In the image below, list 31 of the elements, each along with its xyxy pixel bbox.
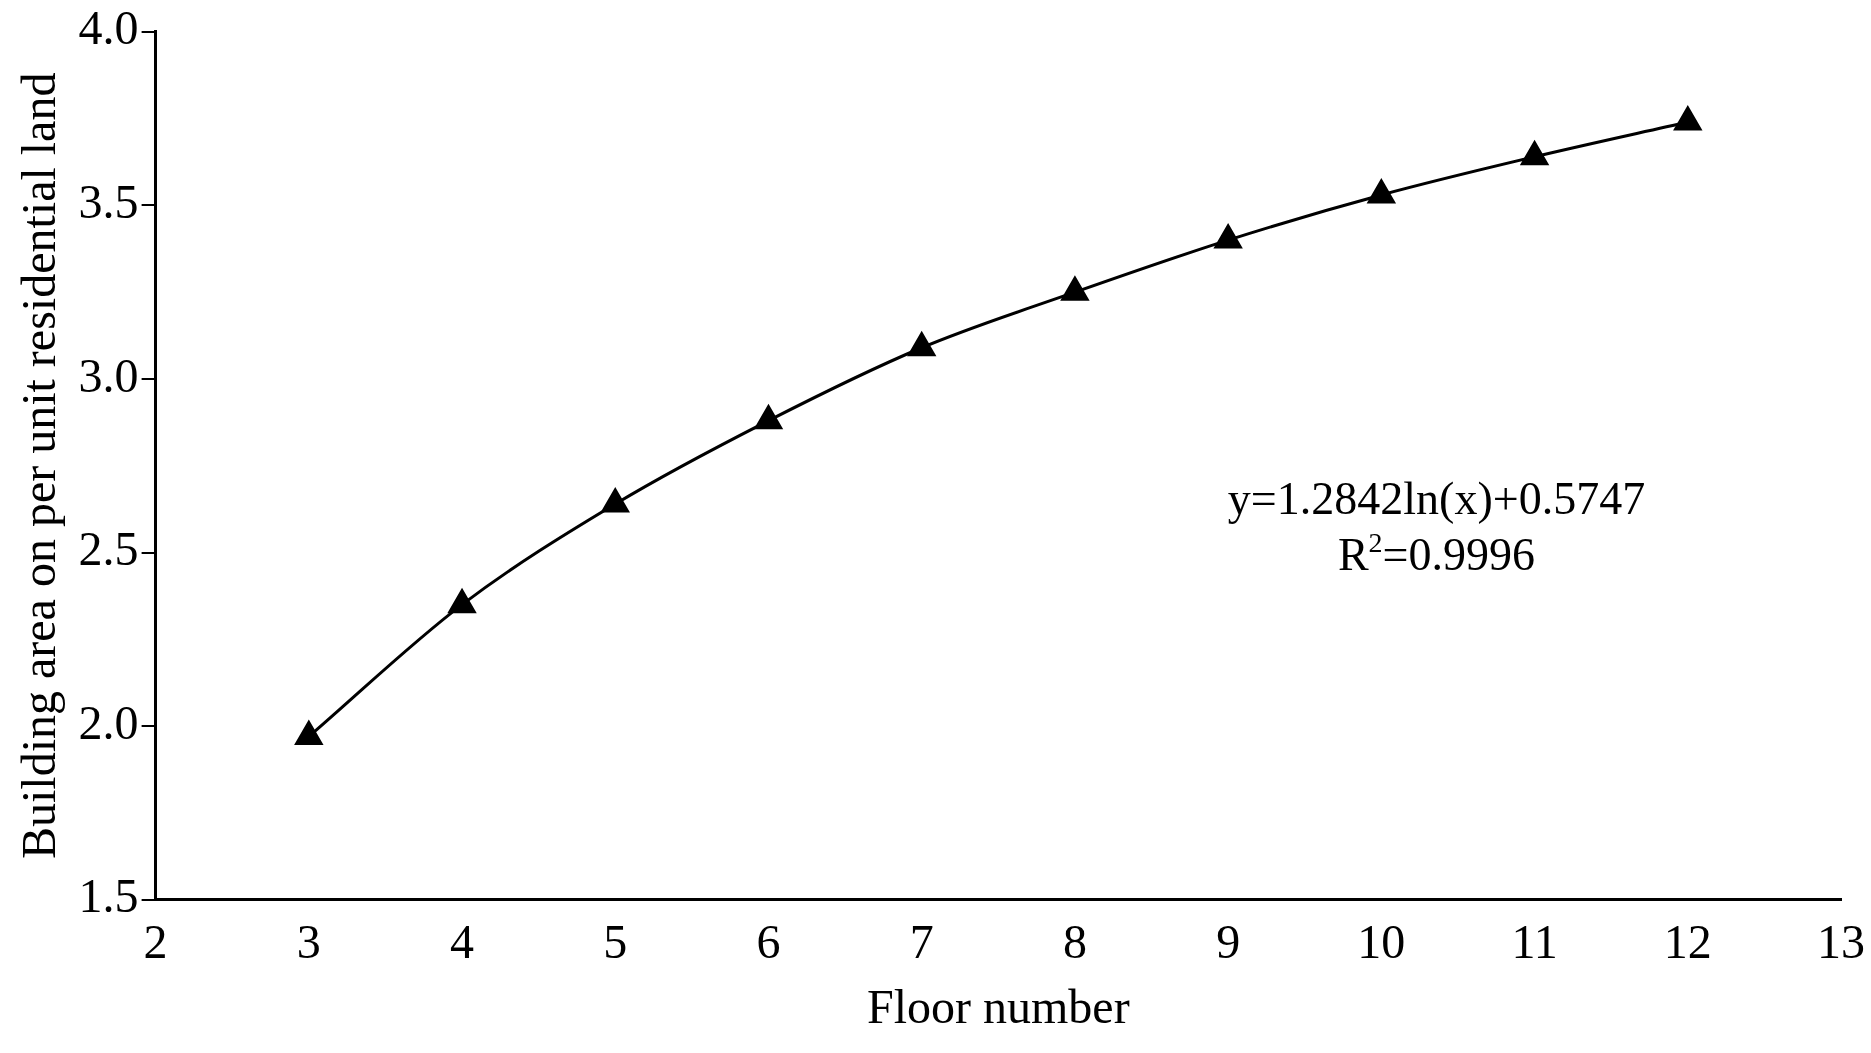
annotation: y=1.2842ln(x)+0.5747 (1227, 472, 1646, 524)
x-tick-label: 9 (1216, 915, 1241, 969)
point (1214, 224, 1242, 249)
x-tick-label: 2 (143, 915, 168, 969)
x-tick-label: 12 (1663, 915, 1712, 969)
x-axis-title: Floor number (866, 979, 1130, 1033)
point (601, 488, 629, 513)
point (1061, 276, 1089, 301)
x-tick-label: 7 (909, 915, 934, 969)
point (754, 405, 783, 430)
x-tick-label: 6 (756, 915, 781, 969)
y-tick-label: 4.0 (78, 1, 139, 55)
point (908, 332, 936, 357)
y-tick-label: 2.5 (78, 522, 139, 576)
point (448, 589, 476, 614)
y-tick-label: 1.5 (78, 869, 139, 923)
x-tick-label: 3 (296, 915, 321, 969)
point (1520, 141, 1549, 166)
x-tick-label: 10 (1357, 915, 1406, 969)
point (295, 721, 323, 746)
y-tick-label: 3.0 (78, 348, 139, 402)
point (1367, 179, 1395, 204)
x-tick-label: 13 (1817, 915, 1865, 969)
y-tick-label: 2.0 (78, 695, 139, 749)
x-tick-label: 4 (450, 915, 475, 969)
x-tick-label: 5 (603, 915, 628, 969)
x-tick-label: 8 (1062, 915, 1087, 969)
point (1674, 106, 1702, 131)
y-tick-label: 3.5 (78, 175, 139, 229)
y-axis-title: Building area on per unit residential land (12, 72, 66, 860)
x-tick-label: 11 (1511, 915, 1558, 969)
